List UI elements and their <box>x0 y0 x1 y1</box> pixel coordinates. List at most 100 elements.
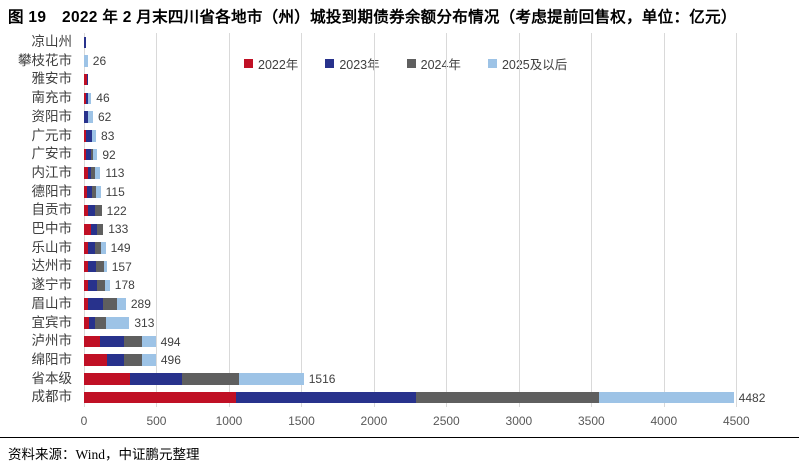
bar-row: 83 <box>84 127 114 146</box>
bar-segment-s1 <box>86 92 88 105</box>
value-label: 133 <box>108 222 129 237</box>
bar-segment-s0 <box>84 73 87 86</box>
value-label: 313 <box>134 315 155 330</box>
bar-segment-s3 <box>95 167 101 179</box>
category-label: 雅安市 <box>31 71 73 87</box>
gridline <box>518 33 520 407</box>
bar-row: 4482 <box>84 388 765 407</box>
category-label: 眉山市 <box>31 295 73 311</box>
bar-segment-s2 <box>97 223 104 236</box>
bar-row <box>84 33 91 52</box>
bar-segment-s0 <box>84 92 87 105</box>
value-label: 289 <box>130 297 151 312</box>
x-axis-tick-label: 3500 <box>577 414 605 428</box>
bar-segment-s1 <box>88 204 95 217</box>
bar-segment-s3 <box>116 298 126 310</box>
bar-segment-s3 <box>87 92 92 105</box>
gridline <box>591 33 593 407</box>
bar-row: 133 <box>84 220 128 239</box>
bar-segment-s2 <box>96 260 104 273</box>
bar-segment-s2 <box>94 317 106 329</box>
bar-segment-s0 <box>84 373 131 385</box>
category-label: 德阳市 <box>31 183 73 199</box>
value-label: 496 <box>160 353 181 368</box>
bar-segment-s3 <box>84 55 88 67</box>
source-note: 资料来源：Wind，中证鹏元整理 <box>8 447 200 462</box>
value-label: 113 <box>105 166 125 181</box>
value-label: 4482 <box>738 390 766 405</box>
bar-segment-s1 <box>87 298 103 310</box>
category-label: 南充市 <box>31 90 73 106</box>
legend-swatch-icon <box>406 59 416 68</box>
category-label: 成都市 <box>31 389 73 405</box>
bar-segment-s1 <box>87 260 97 273</box>
bar-segment-s1 <box>89 317 95 329</box>
gridline <box>373 33 375 407</box>
bar-row: 496 <box>84 351 181 370</box>
legend-label: 2022年 <box>258 58 299 72</box>
bar-row: 113 <box>84 164 124 183</box>
legend: 2022年 2023年 2024年 2025及以后 <box>244 54 567 73</box>
legend-item-s3: 2025及以后 <box>487 54 567 73</box>
bar-segment-s0 <box>84 148 86 161</box>
category-label: 资阳市 <box>31 108 73 124</box>
gridline <box>446 33 448 407</box>
bar-segment-s3 <box>91 130 97 142</box>
bar-segment-s1 <box>86 130 92 142</box>
category-label: 达州市 <box>31 258 73 274</box>
bar-segment-s0 <box>84 354 107 366</box>
gridline <box>301 33 303 407</box>
bar-row: 92 <box>84 145 116 164</box>
category-label: 攀枝花市 <box>18 52 72 68</box>
bar-segment-s1 <box>85 148 91 161</box>
bar-row: 494 <box>84 332 181 351</box>
category-label: 巴中市 <box>31 221 73 236</box>
bar-row: 62 <box>84 108 111 127</box>
bar-segment-s1 <box>87 186 93 198</box>
bar-segment-s3 <box>105 279 110 292</box>
x-axis-tick-label: 500 <box>146 414 167 428</box>
bar-segment-s3 <box>598 391 734 404</box>
legend-swatch-icon <box>487 59 497 68</box>
category-label: 凉山州 <box>31 34 73 49</box>
bar-segment-s0 <box>84 242 89 254</box>
x-axis-tick-label: 2000 <box>360 414 388 428</box>
x-axis-tick-label: 3000 <box>505 414 533 428</box>
bar-row: 289 <box>84 295 151 314</box>
bar-segment-s2 <box>102 298 117 310</box>
bar-segment-s1 <box>84 111 89 123</box>
bar-row: 157 <box>84 257 132 276</box>
plot-area: 2022年 2023年 2024年 2025及以后 0 500 1000 1500 2000 2… <box>81 33 765 433</box>
bar-segment-s0 <box>84 298 88 310</box>
value-label: 122 <box>106 203 127 218</box>
bar-segment-s0 <box>84 391 237 404</box>
bar-segment-s2 <box>91 167 96 179</box>
bar-segment-s2 <box>97 279 106 292</box>
legend-item-s0: 2022年 <box>244 54 298 73</box>
legend-item-s1: 2023年 <box>325 54 380 73</box>
chart-title: 图 19 2022 年 2 月末四川省各地市（州）城投到期债券余额分布情况（考虑… <box>8 9 737 26</box>
bar-row <box>84 70 93 89</box>
category-label: 宜宾市 <box>31 314 73 330</box>
bar-segment-s1 <box>88 242 96 254</box>
bar-row: 313 <box>84 314 154 333</box>
bar-segment-s2 <box>94 204 102 217</box>
bar-segment-s3 <box>103 260 107 273</box>
category-axis: 凉山州 攀枝花市 雅安市 南充市 资阳市 广元市 广安市 内江市 德阳市 自贡市 巴中市 乐山市 达州市… <box>0 33 78 407</box>
footer-divider <box>0 437 799 438</box>
value-label: 83 <box>101 128 115 143</box>
bar-segment-s1 <box>88 279 98 292</box>
category-label: 绵阳市 <box>31 351 73 367</box>
bar-segment-s1 <box>106 354 124 366</box>
bar-segment-s3 <box>142 354 156 366</box>
bar-segment-s3 <box>105 317 130 329</box>
bar-segment-s1 <box>130 373 183 385</box>
bar-row: 1516 <box>84 370 335 389</box>
bar-segment-s0 <box>84 260 88 273</box>
value-label: 115 <box>105 184 125 199</box>
value-label: 494 <box>160 334 181 349</box>
value-label: 92 <box>102 147 116 162</box>
bar-segment-s0 <box>84 204 89 217</box>
bar-segment-s3 <box>93 148 98 161</box>
